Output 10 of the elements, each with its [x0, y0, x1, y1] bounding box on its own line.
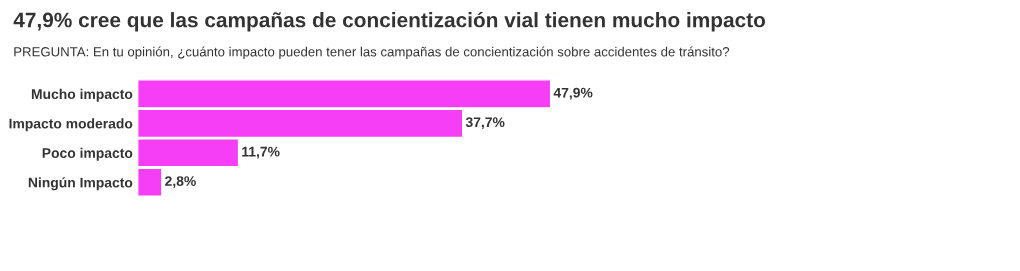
chart-subtitle: PREGUNTA: En tu opinión, ¿cuánto impacto pueden tener las campañas de concientización sobre accidentes de tránsito?: [14, 46, 730, 60]
y-tick-label: Ningún Impacto: [28, 177, 133, 191]
data-label: 37,7%: [465, 117, 505, 130]
data-label: 11,7%: [242, 146, 280, 159]
data-label: 47,9%: [553, 87, 593, 100]
y-tick-label: Impacto moderado: [9, 118, 133, 132]
chart-title: 47,9% cree que las campañas de concientización vial tienen mucho impacto: [13, 11, 766, 32]
data-label: 2,8%: [165, 176, 196, 189]
y-tick-label: Poco impacto: [42, 147, 133, 161]
y-tick-label: Mucho impacto: [31, 88, 133, 102]
